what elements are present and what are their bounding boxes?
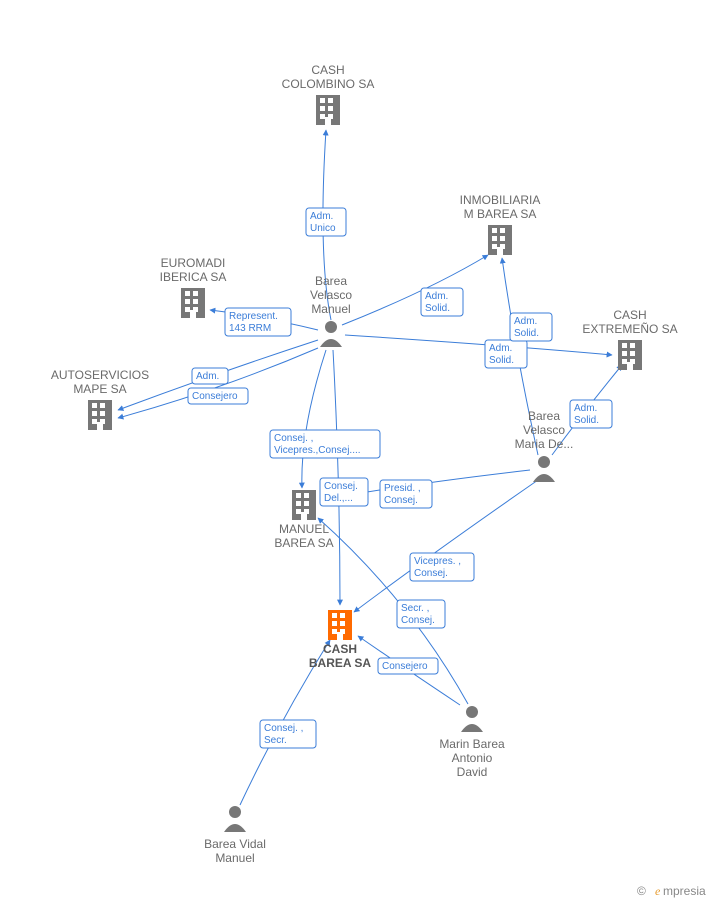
edge-label: Vicepres. ,Consej. [410, 553, 474, 581]
node-label: EUROMADI [161, 256, 226, 270]
svg-text:Consejero: Consejero [382, 661, 428, 672]
node-label: CASH [323, 642, 357, 656]
svg-text:Consej.: Consej. [384, 495, 418, 506]
edge-label: Consejero [378, 658, 438, 674]
person-icon [320, 321, 342, 347]
svg-text:143 RRM: 143 RRM [229, 323, 271, 334]
node-cash_colombino[interactable]: CASHCOLOMBINO SA [282, 63, 375, 125]
building-icon [181, 288, 205, 318]
edge-label: Adm. [192, 368, 228, 384]
watermark: © empresia [637, 884, 706, 898]
node-label: Barea [528, 409, 560, 423]
node-label: INMOBILIARIA [460, 193, 541, 207]
svg-text:Vicepres.,Consej....: Vicepres.,Consej.... [274, 445, 361, 456]
node-label: BAREA SA [274, 536, 333, 550]
svg-text:mpresia: mpresia [663, 884, 706, 898]
svg-text:Consej.: Consej. [401, 615, 435, 626]
person-icon [224, 806, 246, 832]
person-icon [533, 456, 555, 482]
building-icon [292, 490, 316, 520]
node-label: COLOMBINO SA [282, 77, 375, 91]
node-euromadi[interactable]: EUROMADIIBERICA SA [160, 256, 227, 318]
svg-text:Consejero: Consejero [192, 391, 238, 402]
node-label: Maria De... [515, 437, 574, 451]
svg-text:Consej.: Consej. [324, 481, 358, 492]
building-icon [618, 340, 642, 370]
svg-text:Solid.: Solid. [425, 303, 450, 314]
node-label: BAREA SA [309, 656, 372, 670]
svg-text:Represent.: Represent. [229, 311, 278, 322]
building-icon [88, 400, 112, 430]
svg-text:Adm.: Adm. [310, 211, 333, 222]
svg-text:Del.,...: Del.,... [324, 493, 353, 504]
node-barea_vidal[interactable]: Barea VidalManuel [204, 806, 266, 865]
svg-text:Solid.: Solid. [574, 415, 599, 426]
node-label: IBERICA SA [160, 270, 227, 284]
node-label: CASH [613, 308, 646, 322]
network-diagram: Adm.UnicoAdm.Solid.Represent.143 RRMAdm.… [0, 0, 728, 905]
svg-text:Adm.: Adm. [425, 291, 448, 302]
svg-text:Unico: Unico [310, 223, 336, 234]
node-label: Velasco [523, 423, 565, 437]
node-autoservicios[interactable]: AUTOSERVICIOSMAPE SA [51, 368, 149, 430]
edge-label: Consej.Del.,... [320, 478, 368, 506]
edge-label: Adm.Solid. [421, 288, 463, 316]
node-label: CASH [311, 63, 344, 77]
svg-text:Secr.: Secr. [264, 735, 287, 746]
node-inmobiliaria[interactable]: INMOBILIARIAM BAREA SA [460, 193, 541, 255]
edge-label: Adm.Solid. [570, 400, 612, 428]
node-label: Manuel [311, 302, 350, 316]
node-barea_velasco_manuel[interactable]: BareaVelascoManuel [310, 274, 352, 347]
edge-label: Consej. ,Secr. [260, 720, 316, 748]
edge-label: Presid. ,Consej. [380, 480, 432, 508]
svg-text:e: e [655, 884, 661, 898]
node-label: Antonio [452, 751, 493, 765]
edge [345, 335, 612, 355]
svg-text:Solid.: Solid. [489, 355, 514, 366]
svg-text:Adm.: Adm. [196, 371, 219, 382]
edge-label: Consejero [188, 388, 248, 404]
node-label: Barea Vidal [204, 837, 266, 851]
edge [342, 255, 488, 325]
edge-label: Adm.Solid. [485, 340, 527, 368]
node-label: Marin Barea [439, 737, 505, 751]
svg-text:Secr. ,: Secr. , [401, 603, 429, 614]
node-label: MANUEL [279, 522, 329, 536]
node-cash_barea[interactable]: CASHBAREA SA [309, 610, 372, 670]
person-icon [461, 706, 483, 732]
svg-text:Adm.: Adm. [574, 403, 597, 414]
edge-label: Adm.Unico [306, 208, 346, 236]
node-label: Barea [315, 274, 347, 288]
svg-text:Adm.: Adm. [489, 343, 512, 354]
edge [302, 350, 326, 488]
svg-text:Consej.: Consej. [414, 568, 448, 579]
edge-label: Consej. ,Vicepres.,Consej.... [270, 430, 380, 458]
node-label: Manuel [215, 851, 254, 865]
building-icon [316, 95, 340, 125]
node-label: AUTOSERVICIOS [51, 368, 149, 382]
building-icon [328, 610, 352, 640]
node-label: Velasco [310, 288, 352, 302]
node-label: MAPE SA [73, 382, 126, 396]
edge-label: Represent.143 RRM [225, 308, 291, 336]
svg-text:Consej. ,: Consej. , [274, 433, 313, 444]
svg-text:Vicepres. ,: Vicepres. , [414, 556, 461, 567]
node-label: EXTREMEÑO SA [582, 322, 677, 336]
building-icon [488, 225, 512, 255]
svg-text:Presid. ,: Presid. , [384, 483, 421, 494]
svg-text:Consej. ,: Consej. , [264, 723, 303, 734]
node-label: David [457, 765, 488, 779]
svg-text:Adm.: Adm. [514, 316, 537, 327]
edge-label: Secr. ,Consej. [397, 600, 445, 628]
node-label: M BAREA SA [464, 207, 537, 221]
edge-label: Adm.Solid. [510, 313, 552, 341]
node-marin_barea[interactable]: Marin BareaAntonioDavid [439, 706, 505, 779]
svg-text:Solid.: Solid. [514, 328, 539, 339]
svg-text:©: © [637, 884, 646, 898]
node-cash_extremeno[interactable]: CASHEXTREMEÑO SA [582, 308, 677, 370]
